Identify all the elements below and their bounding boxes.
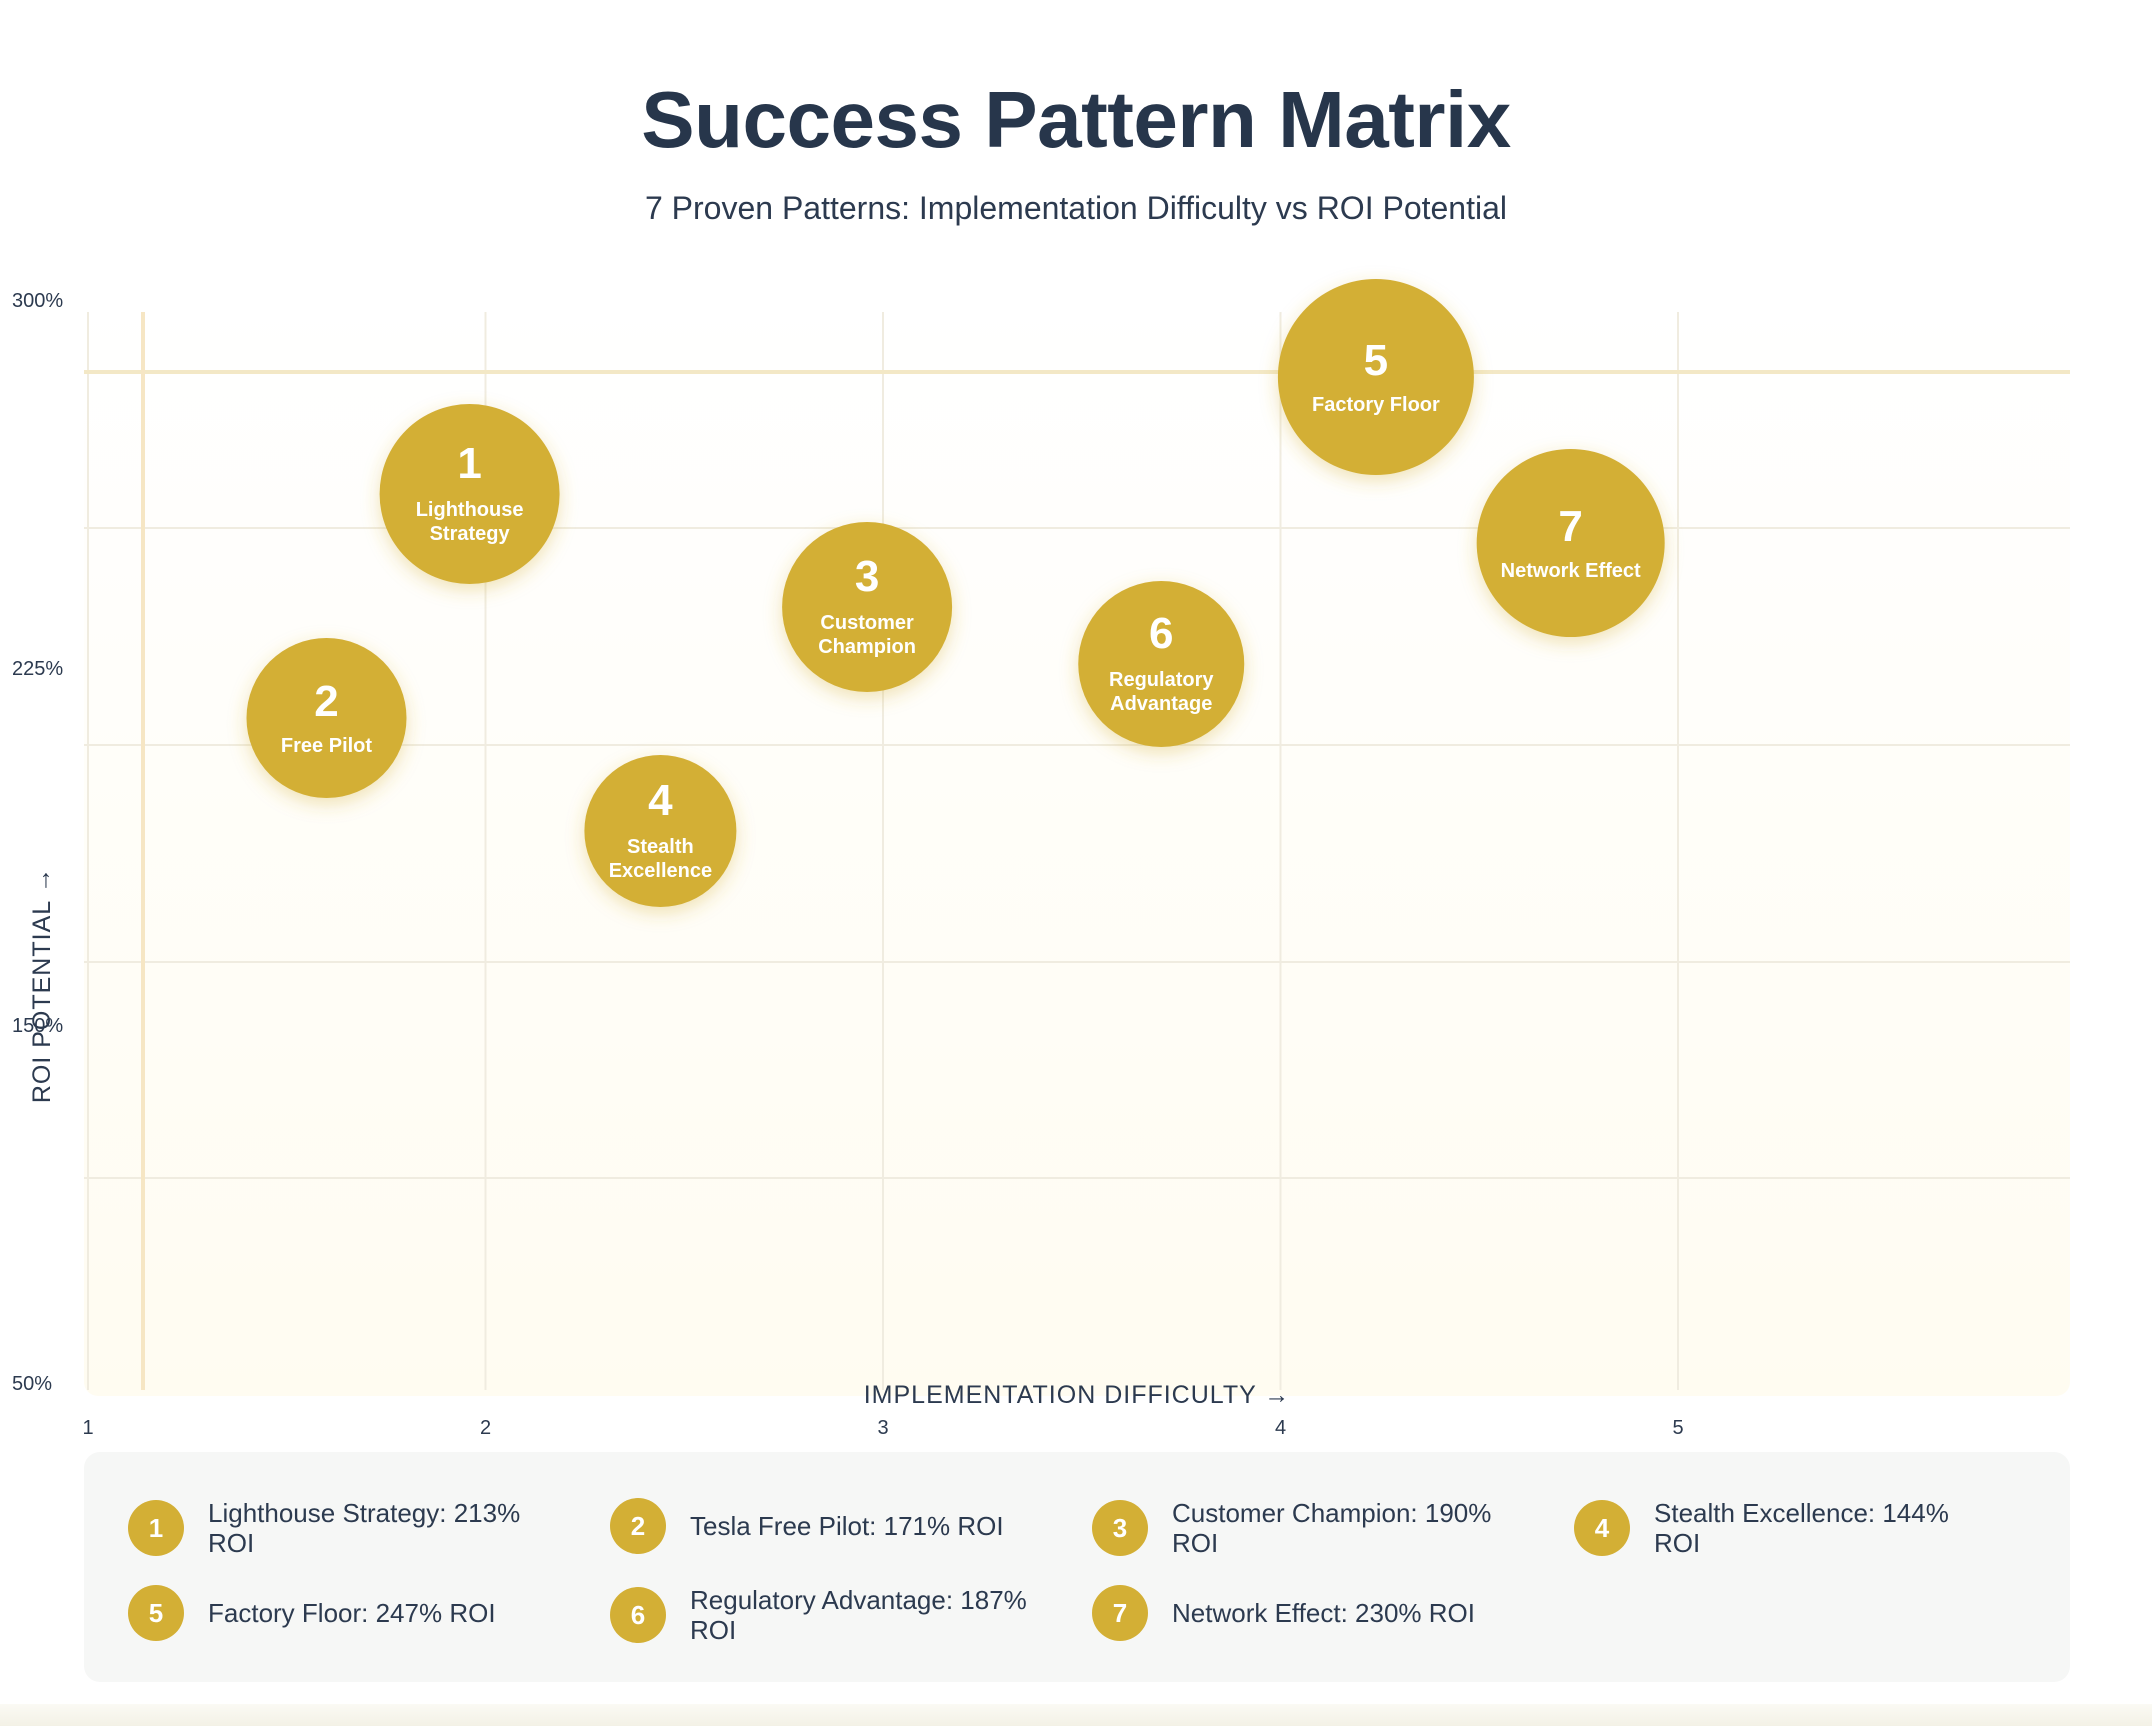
bubble-circle: [782, 522, 953, 692]
y-axis-title: ROI POTENTIAL →: [28, 867, 56, 1103]
bubble-label: Regulatory: [1109, 669, 1214, 691]
legend-number-badge: 2: [610, 1498, 666, 1554]
legend-item: 6 Regulatory Advantage: 187% ROI: [610, 1585, 1070, 1645]
bubble-number: 6: [1149, 609, 1173, 658]
legend-label: Regulatory Advantage: 187% ROI: [690, 1585, 1027, 1645]
bubble-label: Free Pilot: [281, 735, 372, 757]
bubble-label: Lighthouse: [416, 499, 524, 521]
bubble-label: Customer: [820, 612, 914, 634]
bubble-number: 3: [855, 552, 879, 601]
bubble-number: 5: [1364, 336, 1388, 385]
legend-label: Tesla Free Pilot: 171% ROI: [690, 1511, 1004, 1541]
legend-label: Lighthouse Strategy: 213% ROI: [208, 1498, 521, 1558]
legend: 1 Lighthouse Strategy: 213% ROI 2 Tesla …: [84, 1452, 2070, 1682]
chart-subtitle: 7 Proven Patterns: Implementation Diffic…: [644, 190, 1507, 226]
legend-number-badge: 7: [1092, 1585, 1148, 1641]
legend-number-badge: 6: [610, 1587, 666, 1643]
bubble-circle: [1476, 449, 1665, 637]
x-tick-label: 4: [1275, 1417, 1286, 1439]
bubble-label: Excellence: [609, 860, 712, 882]
legend-item: 7 Network Effect: 230% ROI: [1092, 1585, 1552, 1641]
y-tick-label: 225%: [12, 658, 63, 680]
bubble-label: Network Effect: [1501, 560, 1641, 582]
bubble-circle: [1277, 279, 1474, 475]
bubble-number: 1: [457, 439, 481, 488]
legend-label: Network Effect: 230% ROI: [1172, 1598, 1475, 1628]
x-tick-label: 5: [1672, 1417, 1683, 1439]
legend-item: 3 Customer Champion: 190% ROI: [1092, 1498, 1552, 1558]
scatter-chart: 1 2 3 4 5 300% 225% 150% 50% IMPLEMENTATION DIFF…: [12, 279, 2070, 1439]
legend-item: 2 Tesla Free Pilot: 171% ROI: [610, 1498, 1070, 1554]
bubble-label: Champion: [818, 636, 916, 658]
bubble-label: Factory Floor: [1312, 394, 1440, 416]
bubble-circle: [584, 755, 737, 907]
legend-item: 4 Stealth Excellence: 144% ROI: [1574, 1498, 2034, 1558]
bubble-number: 7: [1558, 502, 1582, 551]
axis-ticks: 1 2 3 4 5 300% 225% 150% 50%: [12, 290, 1684, 1439]
chart-title: Success Pattern Matrix: [641, 75, 1511, 164]
legend-label: Customer Champion: 190% ROI: [1172, 1498, 1492, 1558]
chart-area: 1 2 3 4 5 300% 225% 150% 50% IMPLEMENTATION DIFF…: [12, 279, 2070, 1439]
x-tick-label: 2: [480, 1417, 491, 1439]
plot-background: [84, 300, 2070, 1396]
bubble-5: 5 Factory Floor: [1277, 279, 1474, 475]
legend-item: 5 Factory Floor: 247% ROI: [128, 1585, 588, 1641]
legend-number-badge: 4: [1574, 1500, 1630, 1556]
legend-label: Stealth Excellence: 144% ROI: [1654, 1498, 1949, 1558]
bubble-circle: [379, 404, 560, 584]
bubble-2: 2 Free Pilot: [246, 638, 407, 798]
legend-number-badge: 5: [128, 1585, 184, 1641]
bubble-label: Stealth: [627, 836, 694, 858]
x-tick-label: 3: [877, 1417, 888, 1439]
bubble-number: 2: [314, 677, 338, 726]
y-tick-label: 300%: [12, 290, 63, 312]
bubble-circle: [1078, 581, 1245, 747]
legend-number-badge: 1: [128, 1500, 184, 1556]
bubble-number: 4: [648, 776, 673, 825]
legend-number-badge: 3: [1092, 1500, 1148, 1556]
bubble-7: 7 Network Effect: [1476, 449, 1665, 637]
page-bottom-band: [0, 1704, 2152, 1726]
x-tick-label: 1: [82, 1417, 93, 1439]
x-axis-title: IMPLEMENTATION DIFFICULTY →: [864, 1381, 1291, 1409]
bubble-circle: [246, 638, 407, 798]
y-tick-label: 150%: [12, 1015, 63, 1037]
legend-item: 1 Lighthouse Strategy: 213% ROI: [128, 1498, 588, 1558]
bubble-label: Advantage: [1110, 693, 1212, 715]
legend-label: Factory Floor: 247% ROI: [208, 1598, 496, 1628]
y-tick-label: 50%: [12, 1373, 52, 1395]
bubble-label: Strategy: [430, 523, 511, 545]
